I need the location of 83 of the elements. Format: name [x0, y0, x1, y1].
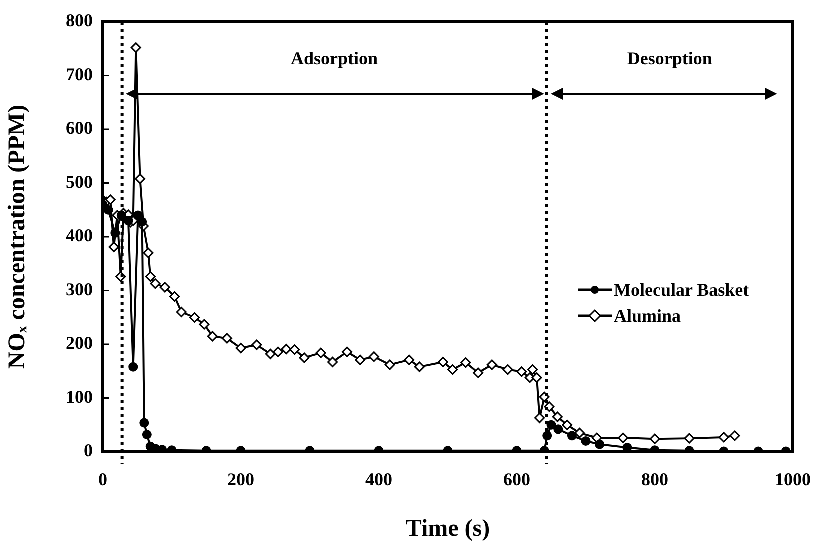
point: [124, 216, 134, 226]
point: [460, 358, 472, 368]
point: [299, 352, 310, 364]
point: [581, 436, 591, 446]
x-tick-label: 800: [642, 469, 668, 490]
y-tick-label: 500: [66, 172, 93, 192]
point: [595, 440, 605, 450]
point: [546, 420, 556, 430]
point: [133, 210, 143, 220]
point: [110, 228, 120, 238]
x-tick-label: 400: [366, 469, 392, 490]
point: [138, 217, 148, 227]
point: [265, 348, 276, 360]
y-tick-label: 800: [66, 10, 93, 31]
point: [368, 352, 380, 362]
point: [404, 354, 415, 366]
point: [170, 291, 180, 302]
point: [176, 307, 187, 318]
point: [222, 333, 232, 344]
point: [718, 432, 730, 443]
point: [684, 433, 695, 444]
point: [143, 248, 154, 258]
x-tick-label: 200: [228, 469, 254, 490]
y-tick-label: 700: [66, 64, 93, 84]
annotation: Adsorption: [290, 48, 378, 69]
point: [562, 420, 573, 430]
point: [128, 362, 138, 372]
y-tick-label: 0: [84, 440, 93, 461]
point: [142, 430, 152, 440]
point: [290, 344, 300, 356]
point: [486, 360, 498, 370]
point: [130, 42, 142, 54]
point: [273, 346, 284, 358]
y-tick-label: 100: [66, 386, 93, 407]
point: [730, 430, 740, 442]
point: [438, 356, 448, 368]
y-tick-label: 400: [66, 226, 93, 246]
point: [528, 364, 538, 376]
point: [190, 312, 200, 323]
y-axis-title: NOₓ concentration (PPM): [4, 104, 31, 370]
legend-label: Alumina: [614, 306, 682, 326]
legend-label: Molecular Basket: [614, 280, 750, 300]
point: [108, 242, 120, 252]
point: [618, 432, 629, 444]
point: [135, 174, 146, 184]
point: [622, 442, 632, 452]
x-tick-label: 0: [98, 469, 108, 490]
point: [502, 364, 514, 376]
annotation: Desorption: [627, 48, 712, 69]
point: [532, 372, 542, 384]
x-axis-title: Time (s): [406, 516, 490, 542]
point: [252, 340, 262, 350]
point: [199, 319, 210, 330]
point: [105, 194, 116, 206]
point: [414, 362, 425, 372]
y-tick-label: 300: [66, 279, 93, 300]
y-tick-label: 600: [66, 118, 93, 138]
point: [145, 272, 156, 282]
y-tick-label: 200: [66, 333, 93, 354]
point: [355, 354, 366, 366]
point: [552, 412, 563, 422]
point: [592, 432, 602, 444]
point: [236, 343, 246, 354]
x-tick-label: 1000: [775, 469, 811, 490]
point: [150, 278, 161, 290]
point: [328, 356, 338, 368]
point: [160, 282, 170, 293]
point: [140, 418, 150, 428]
point: [534, 412, 546, 424]
point: [384, 360, 396, 370]
point: [473, 368, 484, 378]
point: [574, 428, 586, 438]
point: [207, 331, 218, 342]
point: [316, 348, 326, 358]
x-tick-label: 600: [504, 469, 530, 490]
point: [281, 344, 292, 355]
point: [567, 431, 577, 441]
point: [104, 205, 114, 215]
point: [342, 346, 353, 358]
point: [448, 364, 458, 376]
point: [554, 424, 564, 434]
point: [516, 366, 528, 378]
point: [650, 434, 660, 444]
